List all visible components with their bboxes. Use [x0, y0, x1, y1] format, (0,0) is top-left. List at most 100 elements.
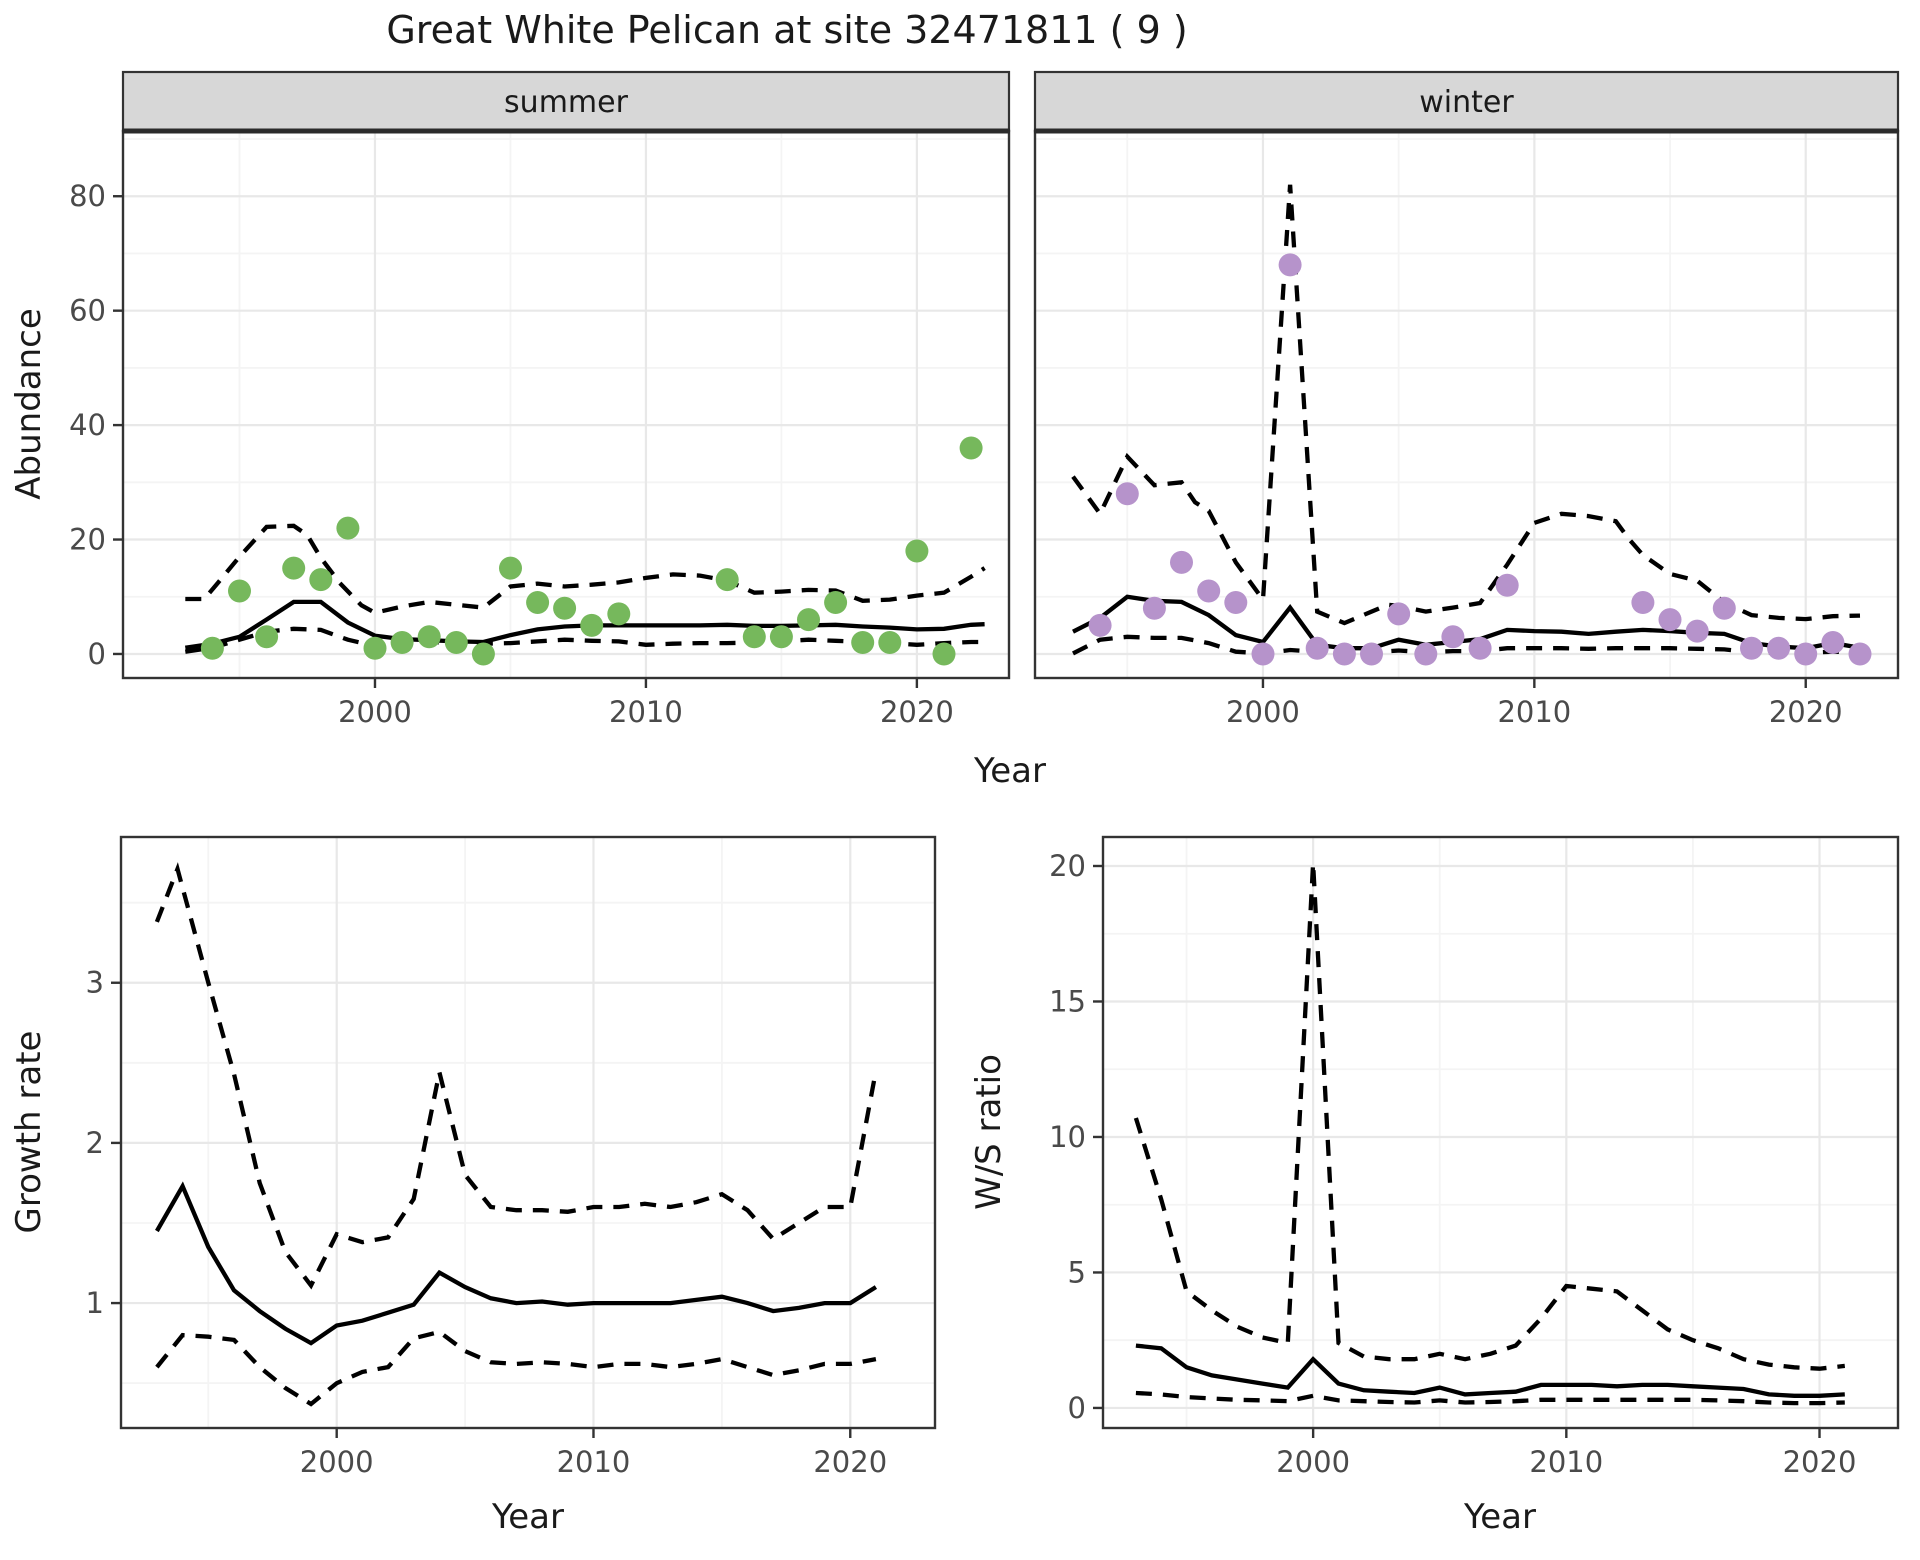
facet-strip: [1033, 70, 1900, 133]
data-point: [444, 631, 468, 654]
y-tick-label: 20: [1049, 849, 1086, 883]
data-point: [282, 556, 306, 580]
data-point: [1332, 642, 1356, 666]
series-layer: [154, 862, 879, 1407]
xlabel-year-bottom-right: Year: [1463, 1497, 1536, 1537]
panel-summer-abundance: summer 2000 2010 2020 0 20 40 60 80: [69, 70, 1011, 729]
fit-line: [155, 1181, 878, 1346]
y-tick-label: 0: [1068, 1391, 1086, 1425]
panel-bg: [121, 837, 935, 1428]
x-tick-label: 2020: [813, 1445, 887, 1479]
data-point: [580, 613, 604, 637]
data-point: [228, 579, 251, 603]
data-point: [1495, 573, 1519, 597]
upper-ci-line: [1133, 863, 1846, 1371]
data-point: [607, 602, 631, 626]
panel-bg: [1035, 131, 1898, 678]
x-tick-label: 2020: [880, 695, 954, 729]
fit-line: [1135, 1343, 1845, 1398]
facet-label: summer: [504, 85, 629, 120]
y-tick-label: 5: [1068, 1255, 1086, 1289]
panel-bg: [1103, 837, 1898, 1428]
lower-ci-line: [1072, 634, 1861, 656]
x-tick-label: 2010: [557, 1445, 631, 1479]
x-tick-label: 2010: [1529, 1445, 1603, 1479]
data-point: [1224, 591, 1248, 614]
data-point: [1170, 550, 1193, 574]
upper-ci-line: [1071, 184, 1861, 626]
panel-ws-ratio: 2000 2010 2020 0 5 10 15 20: [1049, 835, 1900, 1479]
data-point: [1197, 579, 1221, 603]
lower-ci-line: [1135, 1390, 1845, 1406]
panel-border: [119, 835, 937, 1430]
x-tick-label: 2000: [300, 1445, 374, 1479]
series-layer: [1133, 863, 1846, 1406]
y-tick-label: 3: [86, 966, 104, 1000]
data-point: [932, 642, 956, 666]
data-point: [1468, 636, 1492, 660]
y-tick-label: 20: [69, 523, 106, 557]
y-tick-label: 60: [69, 294, 106, 328]
data-point: [905, 539, 929, 563]
data-point: [309, 568, 333, 592]
data-point: [1767, 636, 1791, 660]
data-point: [1685, 619, 1709, 643]
data-point: [1360, 642, 1383, 666]
data-point: [417, 625, 441, 649]
facet-label: winter: [1419, 85, 1514, 120]
data-point: [1441, 625, 1465, 649]
data-point: [1821, 631, 1845, 654]
data-point: [471, 642, 495, 666]
x-tick-label: 2010: [609, 695, 683, 729]
data-point: [1848, 642, 1872, 666]
data-point: [1658, 608, 1682, 632]
data-point: [1251, 642, 1275, 666]
fit-line: [1072, 594, 1861, 651]
data-point: [824, 591, 848, 614]
data-point: [742, 625, 766, 649]
data-point: [526, 591, 550, 614]
y-tick-label: 10: [1049, 1120, 1086, 1154]
data-point: [336, 516, 360, 540]
y-tick-label: 1: [86, 1286, 104, 1320]
x-tick-label: 2000: [338, 695, 412, 729]
x-tick-label: 2000: [1226, 695, 1300, 729]
data-point: [1278, 253, 1302, 277]
ylabel-abundance: Abundance: [9, 308, 49, 500]
facet-strip: [121, 70, 1011, 133]
plot-title: Great White Pelican at site 32471811 ( 9…: [386, 8, 1188, 52]
data-point: [1142, 596, 1166, 620]
data-point: [769, 625, 793, 649]
data-point: [255, 625, 279, 649]
y-tick-label: 2: [86, 1126, 104, 1160]
series-layer: [1071, 184, 1872, 666]
ylabel-growth-rate: Growth rate: [9, 1031, 49, 1234]
ylabel-ws-ratio: W/S ratio: [969, 1054, 1009, 1210]
data-point: [1794, 642, 1818, 666]
y-tick-label: 15: [1049, 984, 1086, 1018]
data-point: [363, 636, 387, 660]
y-tick-label: 0: [88, 637, 106, 671]
x-tick-label: 2000: [1276, 1445, 1350, 1479]
data-point: [1387, 602, 1411, 626]
data-point: [1088, 613, 1112, 637]
panel-growth-rate: 2000 2010 2020 1 2 3: [86, 835, 937, 1479]
x-tick-label: 2020: [1783, 1445, 1857, 1479]
data-point: [878, 631, 902, 654]
upper-ci-line: [154, 862, 879, 1290]
data-point: [1740, 636, 1763, 660]
data-point: [1305, 636, 1329, 660]
data-point: [1115, 482, 1139, 506]
data-point: [1712, 596, 1736, 620]
data-point: [797, 608, 820, 632]
data-point: [200, 636, 224, 660]
data-point: [499, 556, 522, 580]
xlabel-year-bottom-left: Year: [491, 1497, 564, 1537]
xlabel-year-top: Year: [973, 751, 1046, 791]
data-point: [390, 631, 414, 654]
data-point: [553, 596, 577, 620]
y-tick-label: 40: [69, 408, 106, 442]
x-tick-label: 2020: [1769, 695, 1843, 729]
